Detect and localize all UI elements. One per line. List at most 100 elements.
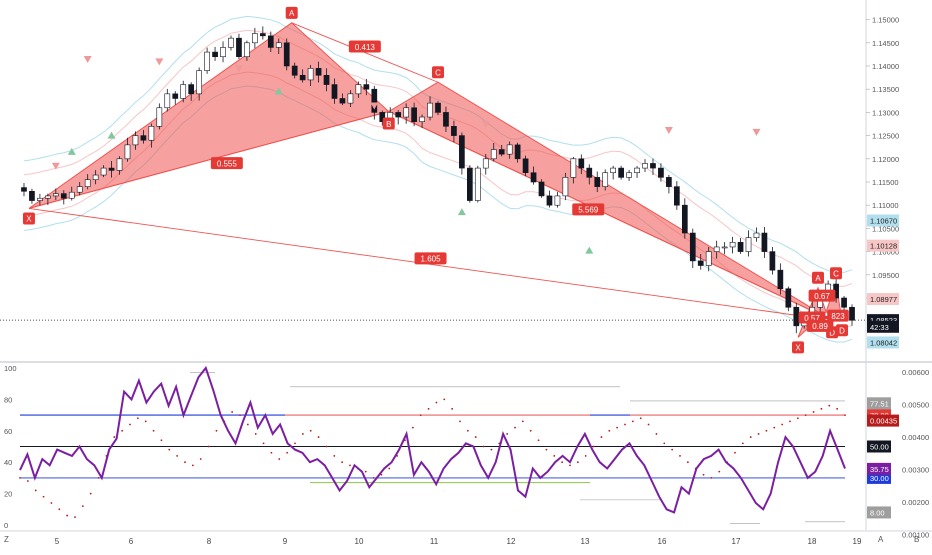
axis-auto-button[interactable]: A: [878, 535, 884, 544]
candle-body: [339, 98, 346, 104]
price-badge-label: 1.10670: [870, 217, 897, 226]
time-tick-label: 16: [658, 537, 667, 546]
candle-body: [626, 172, 632, 178]
oscillator-panel[interactable]: 100 80 60 40 20 0: [4, 364, 846, 530]
candle-body: [578, 158, 585, 169]
candle-body: [283, 42, 290, 67]
osc-signal-dot: [231, 411, 234, 413]
price-tick-label: 1.13000: [872, 108, 899, 117]
osc-signal-dot: [796, 417, 799, 420]
candle-body: [849, 306, 855, 321]
candle-body: [419, 116, 425, 122]
osc-signal-dot: [19, 477, 21, 479]
osc-signal-dot: [710, 477, 713, 479]
price-badge-label: 42:33: [870, 323, 889, 332]
candle-body: [108, 167, 115, 171]
time-axis[interactable]: 5 6 8 9 10 11 12 13 16 17 18 19: [0, 530, 932, 546]
price-badge-label: 1.08977: [870, 295, 897, 304]
candle-body: [132, 135, 139, 146]
candle-body: [729, 242, 736, 248]
candle-body: [506, 144, 513, 155]
osc-signal-dot: [718, 470, 721, 473]
price-axis[interactable]: 1.15000 1.14500 1.14000 1.13500 1.13000 1.125…: [865, 0, 899, 362]
osc-signal-dot: [26, 480, 29, 482]
candle-body: [68, 191, 75, 199]
pattern-point-b: B: [386, 120, 391, 129]
candle-body: [618, 167, 624, 178]
osc-right-tick-label: 0.00600: [902, 368, 929, 377]
osc-signal-dot: [349, 464, 351, 467]
price-badge-label: 1.08042: [870, 338, 897, 347]
candle-body: [299, 74, 306, 81]
candle-body: [267, 35, 274, 48]
oscillator-axis[interactable]: 0.00600 0.00500 0.00400 0.00300 0.00200 0.001…: [865, 362, 929, 540]
sell-signal-icon: [664, 127, 673, 135]
axis-scale-button[interactable]: B: [914, 535, 920, 544]
osc-signal-dot: [443, 398, 446, 401]
pattern-triangle-bcd: [387, 81, 833, 321]
osc-signal-dot: [608, 429, 611, 432]
price-badge-label: 1.10128: [870, 242, 897, 251]
osc-signal-dot: [207, 445, 210, 448]
candle-body: [538, 181, 545, 197]
price-tick-label: 1.11000: [872, 201, 899, 210]
price-panel[interactable]: XABCD0.4130.5555.5691.605XABCD0.670.570.…: [0, 6, 866, 354]
candle-body: [204, 51, 210, 71]
pattern-triangle-xab: [28, 22, 390, 209]
candle-body: [21, 187, 27, 192]
candle-body: [403, 107, 410, 118]
osc-signal-dot: [451, 407, 454, 410]
osc-signal-dot: [435, 401, 438, 404]
candle-body: [379, 112, 386, 122]
osc-signal-dot: [317, 436, 320, 438]
osc-signal-dot: [482, 445, 485, 448]
candle-body: [347, 93, 354, 104]
osc-signal-dot: [333, 455, 336, 457]
candle-body: [52, 193, 59, 197]
corner-left-label[interactable]: Z: [4, 535, 9, 544]
time-tick-label: 19: [853, 537, 862, 546]
candle-body: [841, 297, 847, 308]
osc-level-badge-bg: [867, 440, 891, 453]
osc-signal-dot: [820, 407, 823, 410]
candle-body: [443, 112, 449, 127]
candle-body: [562, 177, 569, 197]
candle-body: [228, 37, 234, 48]
candle-body: [172, 93, 179, 99]
candle-body: [650, 163, 656, 169]
osc-left-tick-label: 60: [4, 427, 12, 436]
candle-body: [451, 126, 457, 136]
candle-body: [45, 195, 51, 199]
candle-body: [522, 158, 529, 174]
candle-body: [140, 135, 147, 141]
osc-signal-dot: [702, 473, 705, 476]
osc-signal-dot: [199, 458, 202, 460]
time-tick-label: 12: [507, 537, 516, 546]
osc-signal-dot: [364, 470, 367, 473]
osc-signal-dot: [561, 461, 564, 464]
osc-signal-dot: [537, 439, 540, 442]
osc-signal-dot: [286, 451, 289, 454]
small-pattern-point: C: [833, 270, 839, 279]
small-pattern-ratio-bg: [808, 289, 836, 302]
candle-body: [498, 149, 505, 155]
osc-signal-dot: [600, 436, 603, 438]
price-badge-label: 1.08523: [870, 316, 897, 325]
osc-signal-dot: [616, 426, 619, 429]
candle-body: [721, 246, 728, 249]
osc-signal-dot: [34, 489, 37, 492]
osc-signal-dot: [781, 423, 784, 426]
sell-signal-icon: [370, 102, 379, 110]
candle-body: [737, 242, 744, 252]
sell-signal-icon: [481, 121, 490, 128]
pattern-point-x-bg: [22, 212, 35, 225]
osc-signal-dot: [121, 429, 124, 432]
osc-signal-dot: [749, 436, 752, 438]
osc-signal-dot: [592, 445, 595, 448]
small-pattern-ratio: 0.57: [804, 314, 820, 323]
time-tick-label: 9: [283, 537, 288, 546]
sell-signal-icon: [155, 58, 164, 66]
candle-body: [252, 33, 258, 44]
